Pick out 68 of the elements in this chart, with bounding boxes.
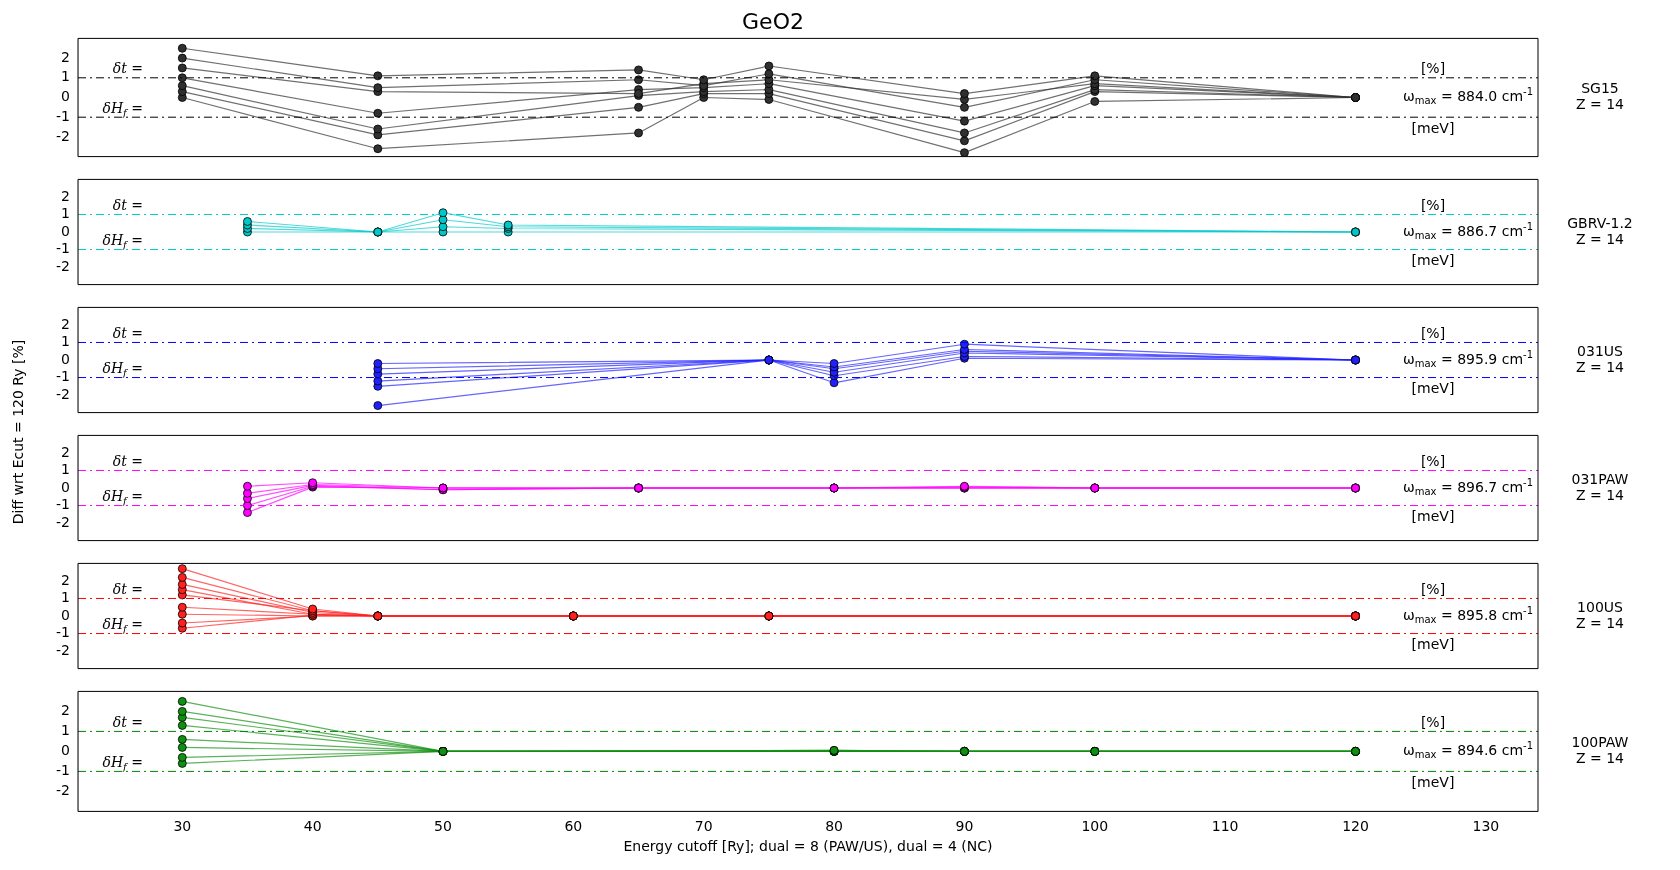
y-tick-label: -1	[56, 496, 70, 513]
annotation: [%]	[1420, 453, 1446, 470]
x-tick-label: 50	[434, 818, 452, 835]
text: SG15 Z = 14	[1575, 80, 1625, 113]
x-tick-label: 30	[173, 818, 192, 835]
y-tick-label: -1	[56, 762, 70, 779]
y-tick-label: 1	[61, 68, 70, 85]
text: 031US Z = 14	[1575, 342, 1625, 375]
y-tick-label: -1	[56, 368, 70, 385]
y-tick-label: 0	[61, 88, 70, 105]
x-tick-label: 60	[564, 818, 583, 835]
annotation: [%]	[1420, 60, 1446, 77]
annotation: [%]	[1420, 714, 1446, 731]
x-tick-label: 120	[1342, 818, 1369, 835]
y-tick-label: 0	[61, 222, 70, 239]
y-tick-label: -2	[56, 127, 70, 144]
ref-line-label: δt =	[112, 197, 144, 214]
x-axis-title: Energy cutoff [Ry]; dual = 8 (PAW/US), dual = 4 (NC)	[623, 838, 993, 855]
text: 100PAW Z = 14	[1571, 734, 1629, 767]
y-tick-label: 0	[61, 478, 70, 495]
y-tick-label: 1	[61, 333, 70, 350]
y-tick-label: -2	[56, 513, 70, 530]
ref-line-label: δt =	[112, 581, 144, 598]
y-tick-label: 2	[61, 315, 70, 332]
y-tick-label: 2	[61, 187, 70, 204]
ref-line-label: δt =	[112, 714, 144, 731]
annotation: [meV]	[1411, 119, 1455, 136]
y-tick-label: -2	[56, 641, 70, 658]
x-tick-label: 90	[955, 818, 974, 835]
annotation: [%]	[1420, 197, 1446, 214]
chart-title: GeO2	[742, 8, 804, 34]
text: 100US Z = 14	[1575, 598, 1625, 631]
x-tick-label: 100	[1081, 818, 1109, 835]
y-axis-title: Diff wrt Ecut = 120 Ry [%]	[10, 339, 26, 525]
y-tick-label: -2	[56, 385, 70, 402]
x-tick-label: 110	[1211, 818, 1239, 835]
y-tick-label: -2	[56, 257, 70, 274]
y-tick-label: 2	[61, 702, 70, 719]
annotation: [%]	[1420, 325, 1446, 342]
text: 031PAW Z = 14	[1571, 470, 1629, 503]
annotation: [meV]	[1411, 774, 1455, 791]
x-tick-label: 70	[694, 818, 713, 835]
y-tick-label: -1	[56, 624, 70, 641]
x-tick-label: 130	[1472, 818, 1500, 835]
y-tick-label: 2	[61, 443, 70, 460]
annotation: [meV]	[1411, 636, 1455, 653]
ref-line-label: δt =	[112, 325, 144, 342]
ref-line-label: δt =	[112, 453, 144, 470]
text: GBRV-1.2 Z = 14	[1567, 214, 1633, 247]
y-tick-label: 0	[61, 350, 70, 367]
y-tick-label: -1	[56, 240, 70, 257]
ref-line-label: δt =	[112, 60, 144, 77]
y-tick-label: 1	[61, 722, 70, 739]
x-tick-label: 80	[825, 818, 843, 835]
annotation: [meV]	[1411, 252, 1455, 269]
y-tick-label: 0	[61, 606, 70, 623]
y-tick-label: 2	[61, 48, 70, 65]
y-tick-label: -2	[56, 782, 70, 799]
y-tick-label: 1	[61, 205, 70, 222]
y-tick-label: 1	[61, 589, 70, 606]
annotation: [%]	[1420, 581, 1446, 598]
y-tick-label: -1	[56, 107, 70, 124]
annotation: [meV]	[1411, 380, 1455, 397]
y-tick-label: 0	[61, 742, 70, 759]
x-tick-label: 40	[303, 818, 322, 835]
y-tick-label: 2	[61, 571, 70, 588]
annotation: [meV]	[1411, 508, 1455, 525]
y-tick-label: 1	[61, 461, 70, 478]
